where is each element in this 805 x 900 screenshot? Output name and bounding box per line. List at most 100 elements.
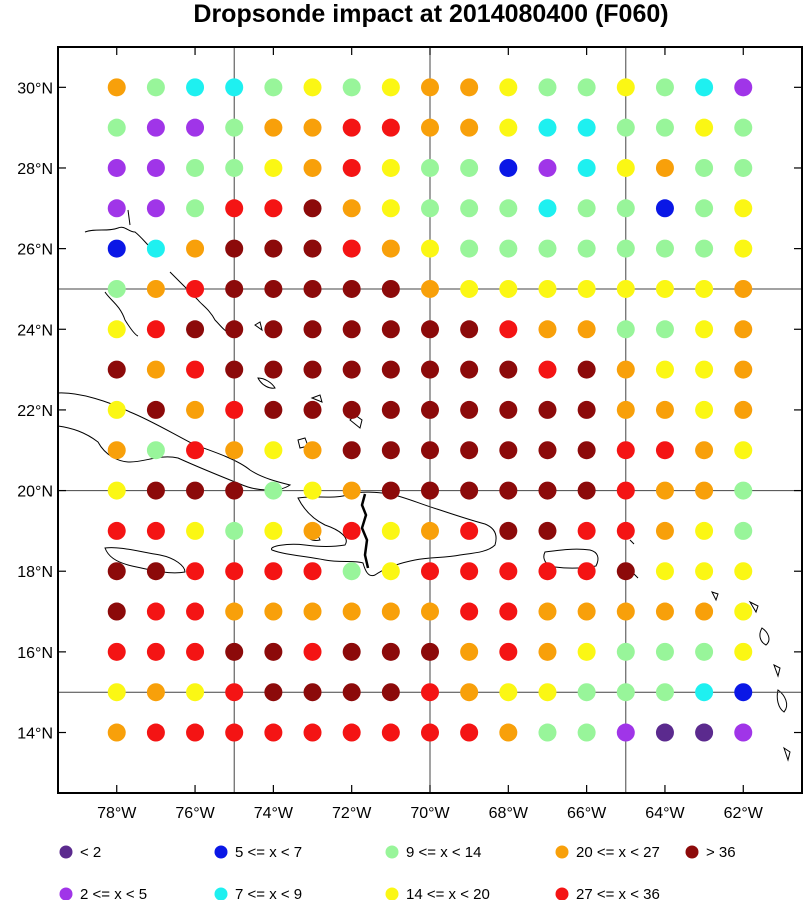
- impact-dot: [577, 481, 596, 500]
- impact-dot: [499, 279, 518, 298]
- impact-dot: [146, 521, 165, 540]
- impact-dot: [381, 158, 400, 177]
- lat-tick-label: 20°N: [17, 484, 53, 501]
- impact-dot: [460, 400, 479, 419]
- impact-dot: [225, 481, 244, 500]
- impact-dot: [225, 521, 244, 540]
- impact-dot: [303, 441, 322, 460]
- impact-dot: [499, 683, 518, 702]
- legend-swatch: [59, 887, 73, 900]
- impact-dot: [616, 78, 635, 97]
- impact-dot: [655, 118, 674, 137]
- impact-dot: [655, 400, 674, 419]
- impact-dot: [303, 78, 322, 97]
- impact-dot: [538, 481, 557, 500]
- impact-dot: [655, 360, 674, 379]
- latitude-ticks: 14°N 16°N 18°N 20°N 22°N 24°N 26°N 28°N 30°N: [17, 80, 802, 743]
- impact-dot: [264, 78, 283, 97]
- impact-dot: [146, 279, 165, 298]
- impact-dot: [146, 78, 165, 97]
- impact-dot: [460, 118, 479, 137]
- legend-swatch: [385, 845, 399, 859]
- impact-dot: [225, 602, 244, 621]
- lon-tick-label: 70°W: [410, 805, 450, 822]
- impact-dot: [225, 642, 244, 661]
- impact-dot: [264, 521, 283, 540]
- impact-dot: [616, 441, 635, 460]
- legend-swatch: [685, 845, 699, 859]
- impact-dot: [499, 199, 518, 218]
- impact-dot: [421, 602, 439, 621]
- impact-dot: [695, 683, 714, 702]
- impact-dot: [421, 78, 439, 97]
- impact-dot: [381, 642, 400, 661]
- impact-dot: [421, 239, 439, 258]
- lon-tick-label: 76°W: [175, 805, 215, 822]
- impact-dot: [421, 562, 439, 581]
- impact-dot: [577, 562, 596, 581]
- impact-dot: [538, 400, 557, 419]
- impact-dot: [225, 320, 244, 339]
- impact-dot: [225, 279, 244, 298]
- impact-dot: [107, 78, 126, 97]
- impact-dot: [421, 279, 439, 298]
- impact-dot: [381, 360, 400, 379]
- impact-dot: [499, 602, 518, 621]
- impact-dot: [107, 562, 126, 581]
- impact-dot: [225, 118, 244, 137]
- impact-dot: [655, 602, 674, 621]
- legend-label: 9 <= x < 14: [406, 844, 481, 861]
- lat-tick-label: 26°N: [17, 242, 53, 259]
- impact-dot: [734, 602, 753, 621]
- impact-dot: [695, 481, 714, 500]
- impact-dot: [303, 683, 322, 702]
- impact-dot: [107, 521, 126, 540]
- impact-dot: [107, 602, 126, 621]
- impact-dot: [381, 279, 400, 298]
- impact-dot: [734, 78, 753, 97]
- impact-dot: [186, 723, 205, 742]
- impact-dot: [734, 723, 753, 742]
- impact-dot: [577, 441, 596, 460]
- impact-dot: [186, 521, 205, 540]
- impact-dot: [538, 642, 557, 661]
- impact-dots: [107, 78, 753, 742]
- impact-dot: [460, 602, 479, 621]
- impact-dot: [538, 199, 557, 218]
- impact-dot: [460, 78, 479, 97]
- impact-dot: [695, 118, 714, 137]
- legend-swatch: [555, 845, 569, 859]
- impact-dot: [342, 78, 361, 97]
- impact-dot: [655, 279, 674, 298]
- impact-dot: [186, 562, 205, 581]
- impact-dot: [146, 683, 165, 702]
- legend-swatch: [59, 845, 73, 859]
- impact-dot: [734, 158, 753, 177]
- impact-dot: [107, 118, 126, 137]
- impact-dot: [538, 78, 557, 97]
- impact-dot: [734, 118, 753, 137]
- legend-swatch: [385, 887, 399, 900]
- impact-dot: [381, 199, 400, 218]
- impact-dot: [577, 320, 596, 339]
- impact-dot: [381, 562, 400, 581]
- impact-dot: [342, 279, 361, 298]
- impact-dot: [186, 683, 205, 702]
- impact-dot: [303, 481, 322, 500]
- impact-dot: [186, 239, 205, 258]
- impact-dot: [264, 320, 283, 339]
- impact-dot: [421, 481, 439, 500]
- impact-dot: [146, 239, 165, 258]
- impact-dot: [146, 199, 165, 218]
- impact-dot: [342, 400, 361, 419]
- impact-dot: [381, 723, 400, 742]
- impact-dot: [107, 400, 126, 419]
- impact-dot: [499, 521, 518, 540]
- impact-dot: [616, 562, 635, 581]
- impact-dot: [146, 400, 165, 419]
- impact-dot: [499, 723, 518, 742]
- impact-dot: [538, 683, 557, 702]
- impact-dot: [225, 199, 244, 218]
- impact-dot: [695, 360, 714, 379]
- longitude-ticks: 78°W 76°W 74°W 72°W 70°W 68°W 66°W 64°W 62°W: [97, 47, 764, 822]
